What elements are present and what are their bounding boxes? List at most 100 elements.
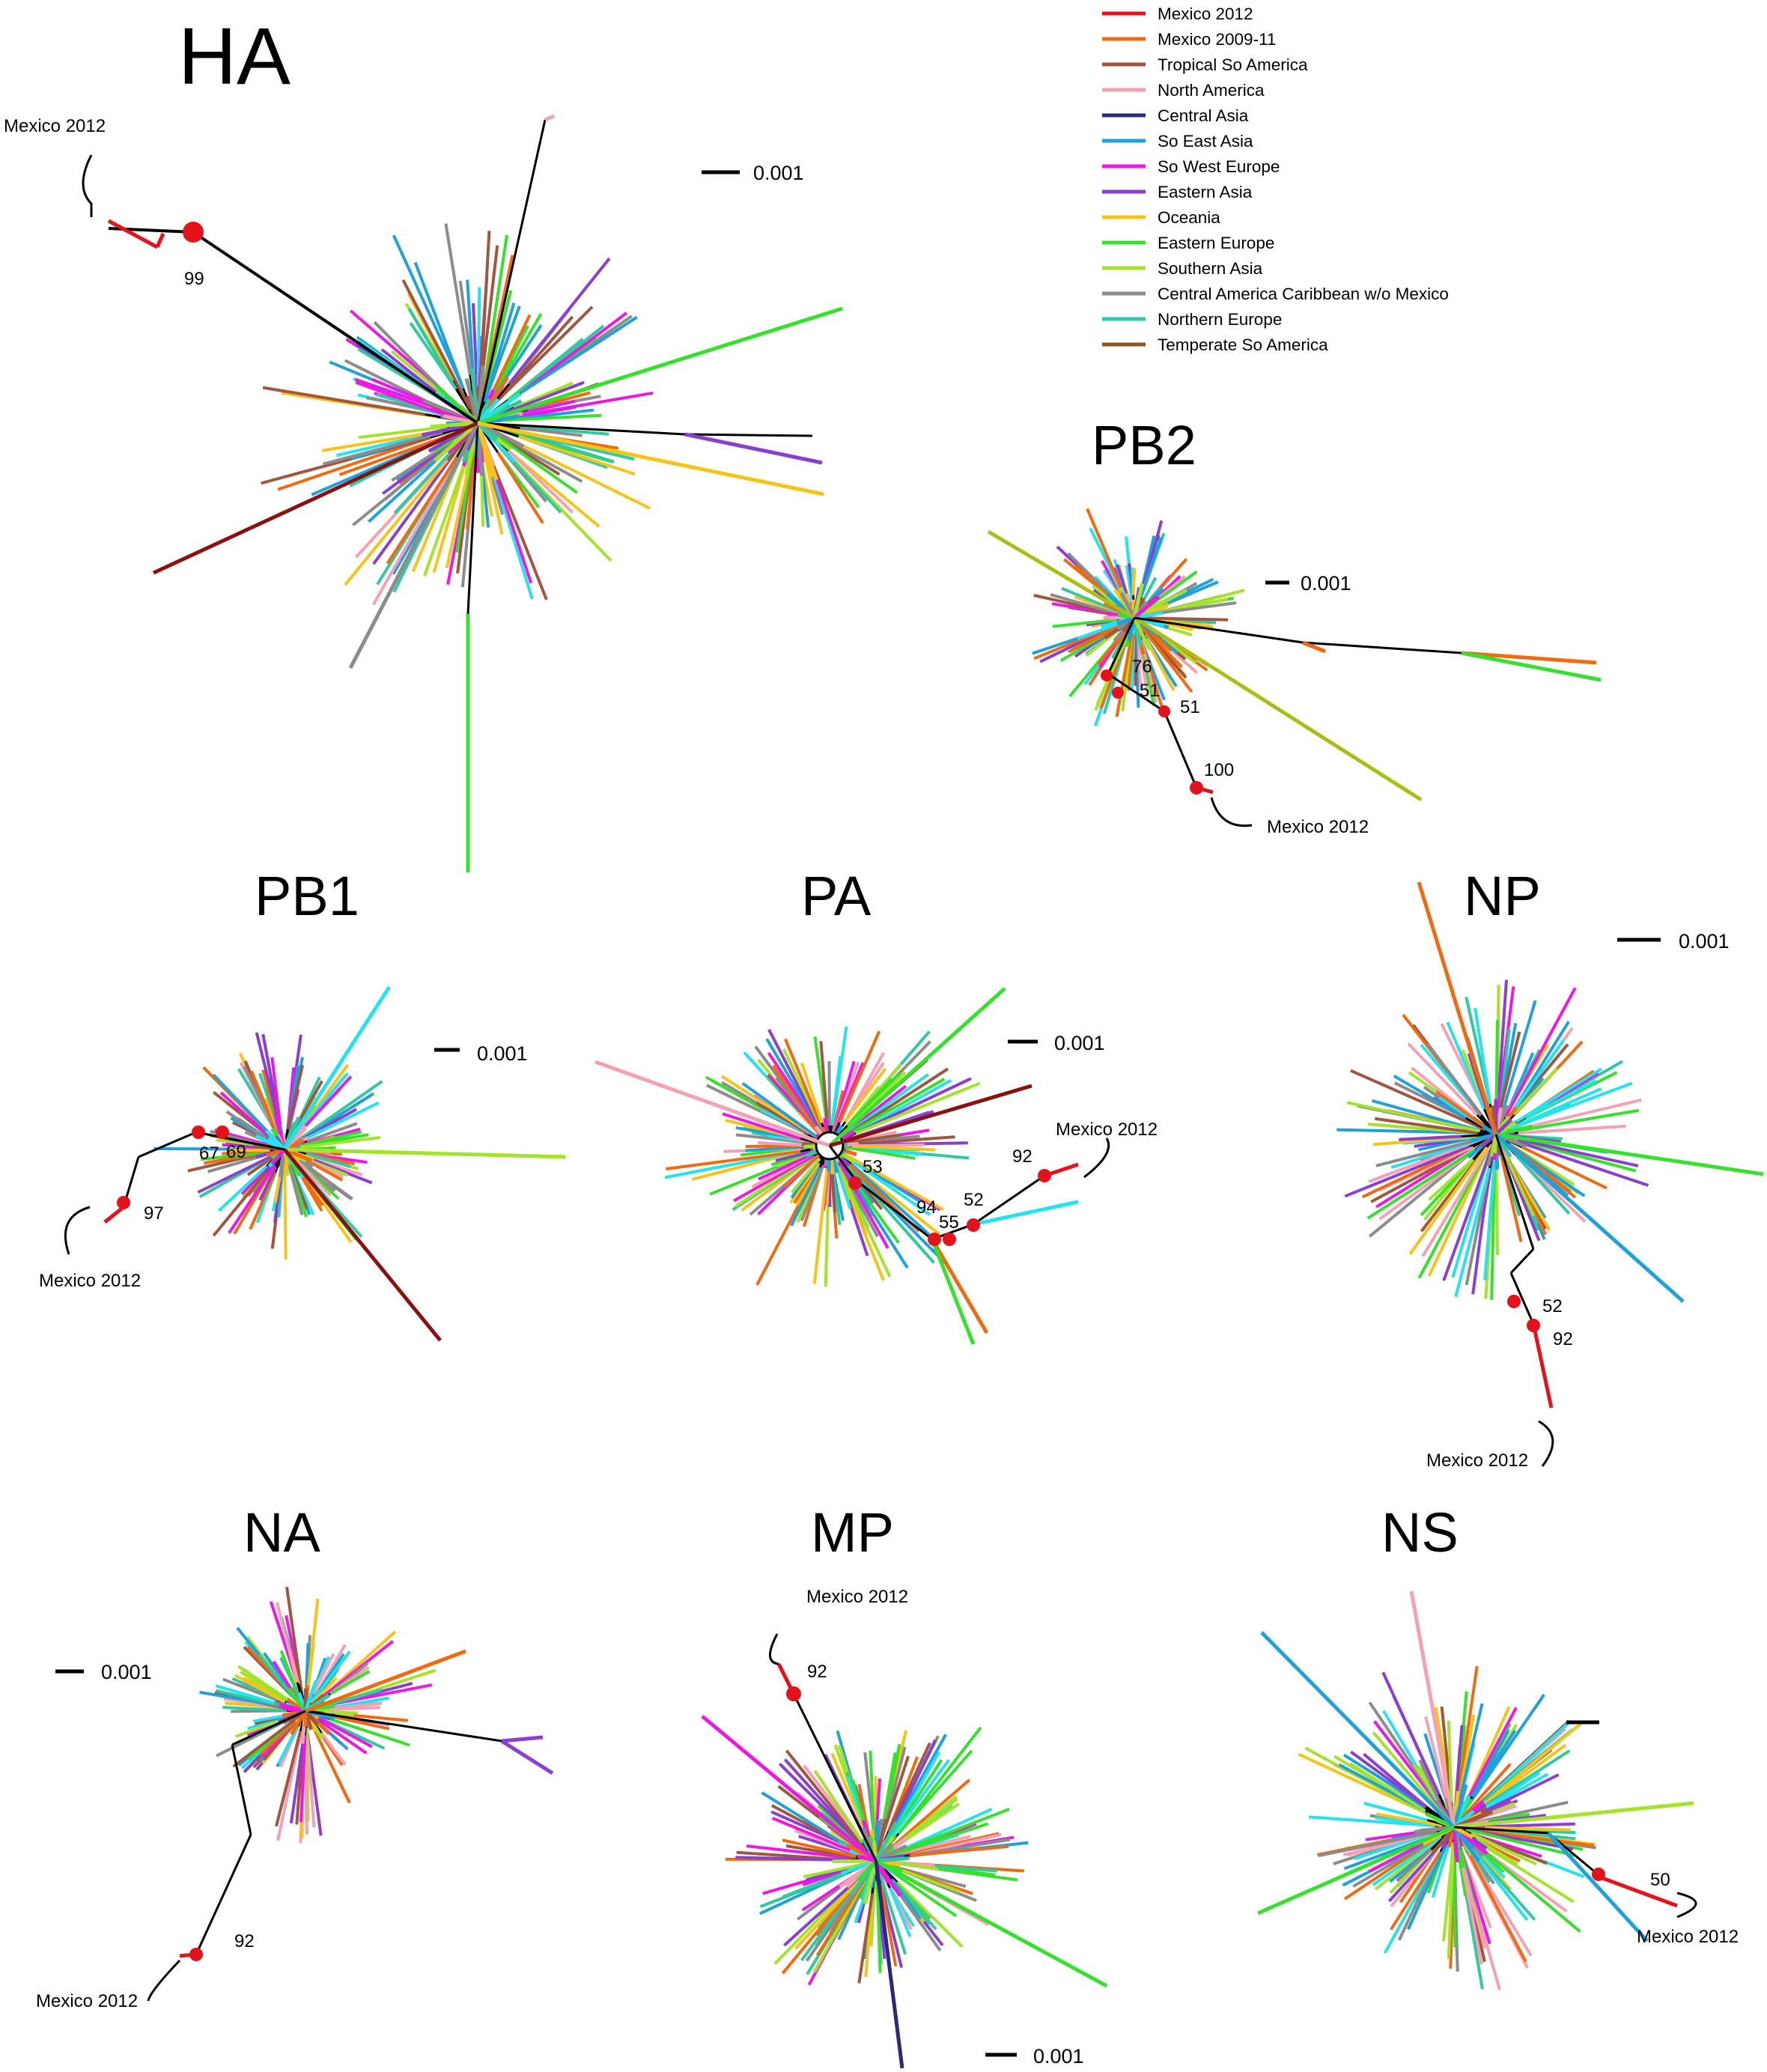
tip-branch	[874, 1859, 897, 1890]
tip-branch	[309, 1650, 351, 1704]
tip-branch	[1442, 1841, 1456, 1942]
tip-branch	[1431, 1840, 1452, 1898]
tip-branch	[283, 1706, 306, 1713]
panel-na: NA 0.001 Mexico 2012 92	[36, 1501, 554, 2011]
scale-label-na: 0.001	[101, 1661, 152, 1683]
tip-branch	[841, 1158, 935, 1264]
scale-bar-np: 0.001	[1617, 930, 1730, 953]
bootstrap-pa-2: 92	[1012, 1146, 1032, 1167]
branch	[1163, 711, 1198, 789]
legend-item: Oceania	[1158, 208, 1220, 227]
branch	[138, 1131, 197, 1158]
tip-branch	[270, 1057, 283, 1131]
tip-branch	[812, 1167, 829, 1284]
tip-branch	[476, 392, 522, 425]
tip-branch	[197, 1154, 273, 1194]
panel-title-pb2: PB2	[1092, 414, 1196, 476]
tip-branch	[813, 1769, 864, 1844]
tip-branch	[323, 431, 443, 466]
tip-branch	[735, 1856, 848, 1862]
tip-branch	[1462, 1763, 1512, 1818]
tip-branch	[1393, 1075, 1467, 1119]
bracket-pb2	[1210, 797, 1253, 827]
tip-branch	[306, 1122, 358, 1143]
tip-branch	[892, 1778, 971, 1847]
tip-branch	[222, 1705, 288, 1713]
branch	[477, 422, 686, 436]
branch	[195, 1834, 252, 1955]
tree-pa	[594, 987, 1079, 1345]
tip-branch	[1256, 1825, 1456, 1915]
legend-item: Central Asia	[1158, 106, 1249, 125]
bootstrap-node	[1527, 1319, 1540, 1332]
tip-branch	[289, 1740, 305, 1824]
tip-branch	[1446, 1021, 1486, 1110]
tip-branch	[874, 1821, 898, 1862]
tip-branch	[828, 987, 1006, 1147]
legend-item: North America	[1158, 81, 1265, 100]
panel-ns: NS Mexico 2012 50	[1256, 1501, 1739, 1990]
panel-ha: HA 0.001 Mexico 2012 99	[4, 10, 843, 872]
tip-branch	[875, 1859, 1108, 1988]
tip-branch	[259, 1719, 298, 1756]
tip-branch	[466, 279, 475, 380]
tip-branch	[1509, 1136, 1639, 1167]
tip-branch	[490, 430, 578, 494]
branch	[1134, 616, 1304, 644]
tip-branch	[1375, 1116, 1478, 1135]
tip-branch	[855, 1081, 981, 1135]
tip-branch	[274, 1731, 302, 1827]
bootstrap-pa-4: 55	[939, 1212, 959, 1233]
tip-branch	[782, 1871, 847, 1898]
tip-branch	[1144, 604, 1169, 616]
tip-branch	[508, 257, 611, 385]
bootstrap-ns-1: 50	[1650, 1870, 1670, 1890]
bracket-mp	[769, 1633, 779, 1665]
tip-branch	[232, 1717, 297, 1768]
tip-branch	[1471, 1749, 1571, 1815]
tip-branch	[884, 1822, 989, 1859]
tip-branch	[373, 320, 440, 388]
tip-branch	[1464, 1707, 1518, 1805]
bootstrap-node	[192, 1125, 205, 1139]
tip-branch	[1453, 1665, 1479, 1815]
tip-branch	[803, 1862, 867, 1879]
tip-branch	[234, 1674, 286, 1704]
scale-label-np: 0.001	[1679, 930, 1730, 953]
tip-branch	[477, 421, 824, 496]
tip-branch	[863, 1860, 878, 1905]
tip-branch	[283, 1148, 442, 1342]
tip-branch	[311, 1725, 351, 1804]
tip-branch	[800, 1164, 824, 1221]
tip-branch	[1409, 1591, 1456, 1828]
tip-branch	[1092, 584, 1119, 607]
bootstrap-np-2: 92	[1553, 1329, 1573, 1349]
tree-mp	[701, 1662, 1108, 2069]
tip-branch	[285, 1156, 304, 1215]
tip-branch	[1468, 1825, 1571, 1832]
branch	[1509, 1272, 1535, 1325]
tip-branch	[1085, 629, 1119, 657]
bootstrap-ha-1: 99	[184, 269, 204, 289]
tip-branch	[1421, 1143, 1492, 1257]
tip-branch	[500, 1739, 554, 1775]
tip-branch	[1133, 616, 1423, 802]
scale-bar-ha: 0.001	[702, 162, 804, 184]
bootstrap-node	[216, 1125, 229, 1139]
tip-branch	[392, 234, 465, 389]
tip-branch	[1454, 1167, 1491, 1298]
tip-branch	[684, 432, 823, 465]
scale-bar-pb1: 0.001	[434, 1042, 528, 1065]
panel-pb1: PB1 0.001 Mexico 2012 67 69 97	[39, 865, 566, 1342]
tip-branch	[311, 1653, 335, 1695]
tip-branch	[850, 1163, 939, 1243]
branch	[195, 1131, 285, 1151]
tip-branch	[1495, 1132, 1764, 1176]
tree-pb2	[987, 508, 1602, 802]
legend: Mexico 2012 Mexico 2009-11 Tropical So Ame…	[1102, 4, 1449, 354]
tip-branch	[1508, 1081, 1633, 1131]
bootstrap-pb2-3: 51	[1180, 697, 1200, 717]
scale-bar-pb2: 0.001	[1265, 572, 1351, 595]
tip-branch	[218, 1164, 268, 1212]
tip-branch	[1411, 1066, 1474, 1119]
